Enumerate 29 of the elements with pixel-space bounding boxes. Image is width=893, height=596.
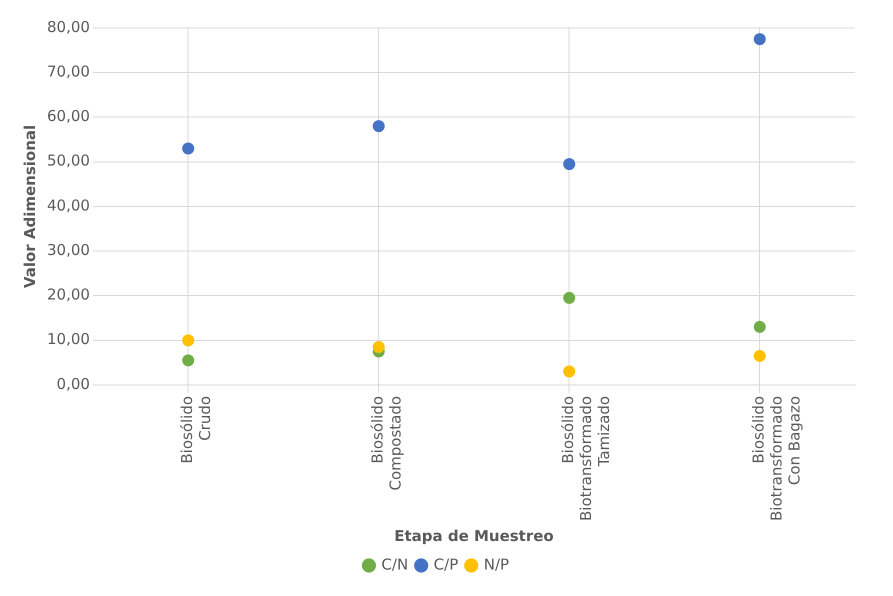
legend-label: C/N [381, 555, 408, 574]
y-tick-label: 0,00 [56, 374, 90, 393]
legend-label: N/P [484, 555, 510, 574]
legend-label: C/P [434, 555, 458, 574]
point [563, 292, 576, 304]
point [754, 33, 766, 46]
point [754, 320, 766, 333]
point [372, 341, 385, 354]
y-tick-label: 60,00 [46, 107, 90, 126]
point [372, 120, 385, 132]
point [182, 354, 194, 366]
point [754, 350, 766, 362]
x-tick-label: Biosólido Compostado [368, 396, 405, 490]
x-axis-title: Etapa de Muestreo [394, 526, 554, 545]
x-tick-label: Biosólido Crudo [178, 396, 214, 464]
x-tick-label: Biosólido Biotransformado Tamizado [559, 396, 614, 521]
y-tick-label: 40,00 [46, 196, 90, 214]
point [563, 366, 576, 378]
y-tick-label: 30,00 [46, 240, 90, 259]
point [563, 158, 576, 170]
y-tick-label: 10,00 [46, 330, 90, 348]
y-axis-title: Valor Adimensional [20, 124, 39, 288]
point [182, 142, 194, 154]
y-tick-label: 70,00 [46, 62, 90, 81]
y-tick-label: 20,00 [46, 286, 90, 304]
y-tick-label: 50,00 [46, 152, 90, 170]
y-tick-label: 80,00 [46, 18, 90, 36]
point [182, 334, 194, 346]
x-tick-label: Biosólido Biotransformado Con Bagazo [750, 396, 804, 521]
